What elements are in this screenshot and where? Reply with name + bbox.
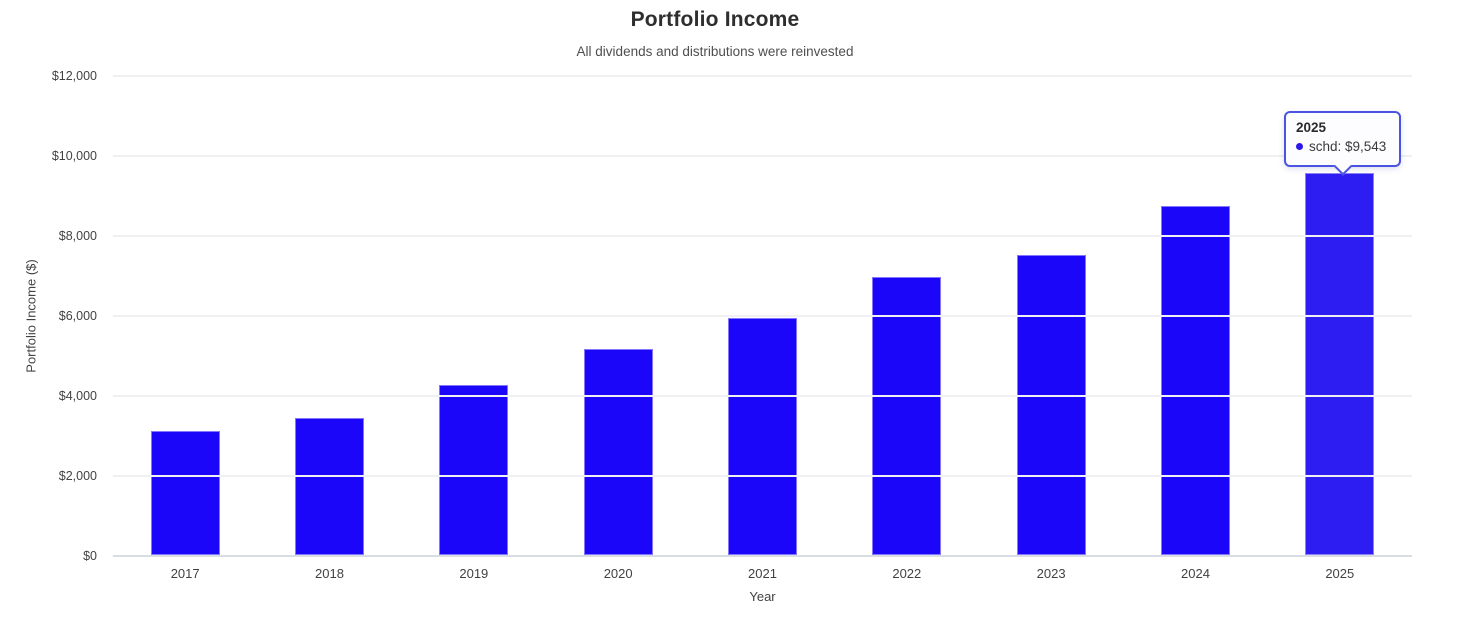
x-tick-label-2017: 2017 — [170, 566, 200, 581]
gridline — [113, 475, 1412, 477]
y-tick-label: $0 — [83, 549, 97, 563]
x-tick-label-2023: 2023 — [1036, 566, 1066, 581]
bar-2021[interactable] — [727, 318, 797, 555]
bar-slot-2019 — [402, 75, 546, 555]
gridline — [113, 394, 1412, 397]
gridline — [113, 315, 1412, 317]
bar-2025[interactable] — [1305, 173, 1375, 555]
x-tick-label-2020: 2020 — [603, 566, 633, 581]
y-axis-tick-labels: $12,000 $10,000 $8,000 $6,000 $4,000 $2,000 $0 — [0, 69, 97, 563]
x-axis-title: Year — [749, 589, 776, 604]
chart-title: Portfolio Income — [630, 8, 800, 31]
bar-2018[interactable] — [294, 418, 364, 555]
y-tick-label: $10,000 — [51, 148, 97, 163]
bar-slot-2024 — [1123, 75, 1267, 555]
y-tick-label: $4,000 — [58, 388, 97, 403]
bar-slot-2020 — [546, 75, 690, 555]
bars-container — [113, 75, 1412, 555]
x-tick-label-2021: 2021 — [748, 566, 777, 581]
bar-2019[interactable] — [439, 385, 509, 555]
y-tick-label: $12,000 — [51, 69, 97, 83]
x-tick-label-2018: 2018 — [315, 566, 344, 581]
bar-2022[interactable] — [872, 277, 942, 555]
x-tick-label-2024: 2024 — [1181, 566, 1210, 581]
gridline — [113, 75, 1412, 77]
plot-area — [113, 75, 1412, 557]
bar-2024[interactable] — [1160, 206, 1230, 555]
bar-2017[interactable] — [150, 431, 220, 555]
series-dot-icon — [1296, 142, 1303, 150]
tooltip-title: 2025 — [1296, 120, 1327, 135]
x-axis-line — [113, 555, 1412, 557]
bar-slot-2022 — [835, 75, 979, 555]
bar-2020[interactable] — [583, 349, 653, 555]
x-tick-label-2019: 2019 — [459, 566, 489, 581]
y-tick-label: $6,000 — [58, 309, 97, 323]
y-tick-label: $2,000 — [58, 469, 97, 483]
gridline — [113, 234, 1412, 237]
bar-slot-2023 — [979, 75, 1123, 555]
chart-subtitle: All dividends and distributions were rei… — [576, 44, 854, 59]
bar-slot-2018 — [257, 75, 401, 555]
x-axis-tick-labels: 2017 2018 2019 2020 2021 2022 2023 2024 2025 — [113, 566, 1412, 581]
x-tick-label-2025: 2025 — [1325, 566, 1355, 581]
tooltip-series-value: schd: $9,543 — [1309, 138, 1387, 154]
bar-slot-2021 — [690, 75, 834, 555]
gridline — [113, 154, 1412, 157]
bar-2023[interactable] — [1016, 255, 1086, 555]
tooltip-series-row: schd: $9,543 — [1296, 139, 1389, 154]
tooltip: 2025 schd: $9,543 — [1284, 111, 1401, 176]
bar-slot-2017 — [113, 75, 257, 555]
y-tick-label: $8,000 — [58, 228, 97, 243]
x-tick-label-2022: 2022 — [892, 566, 922, 581]
